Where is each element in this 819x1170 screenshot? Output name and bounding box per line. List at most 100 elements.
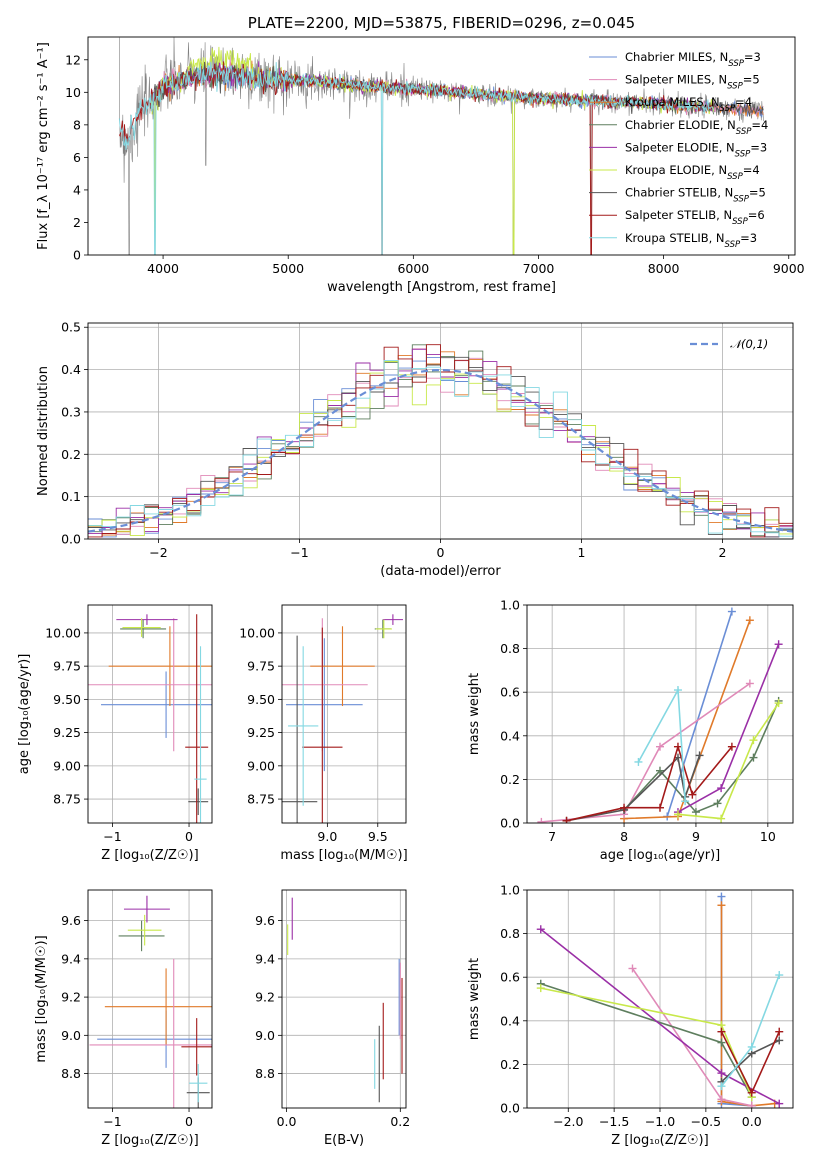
plot-area (536, 892, 784, 1108)
y-tick-label: 0.1 (61, 489, 81, 504)
plot-area (282, 614, 403, 823)
y-tick-label: 10.00 (45, 625, 81, 640)
legend-label-3: Kroupa MILES, NSSP=4 (625, 95, 752, 114)
errorbar-point-9 (189, 1064, 208, 1103)
weight-series-9 (720, 974, 780, 1087)
legend-label-8: Salpeter STELIB, NSSP=6 (625, 208, 765, 227)
errorbar-point-6 (127, 914, 162, 946)
axes-frame (526, 604, 794, 824)
x-tick-label: 9.0 (317, 829, 337, 844)
y-tick-label: 0.6 (500, 685, 520, 700)
weight-vs-metallicity-panel: −2.0 −1.5 −1.0 −0.5 0.0 0.0 0.2 0.4 0.6 0.8 1.0 Z [… (467, 883, 794, 1148)
weight-marker (717, 1027, 726, 1036)
plot-area (89, 895, 212, 1108)
y-axis-label: mass [log₁₀(M/M☉)] (34, 935, 49, 1062)
y-tick-label: 0.4 (500, 728, 520, 743)
x-tick-label: 8000 (648, 261, 680, 276)
age-vs-mass-panel: 9.0 9.5 8.75 9.00 9.25 9.50 9.75 10.00 mass [log… (239, 604, 408, 863)
x-tick-label: 0.0 (277, 1114, 297, 1129)
x-axis-label: (data-model)/error (380, 564, 501, 579)
histogram-9 (88, 359, 793, 537)
y-tick-label: 10 (65, 85, 81, 100)
y-tick-label: 9.00 (53, 758, 81, 773)
errorbar-point-1 (101, 671, 212, 738)
weight-marker (628, 964, 637, 973)
weight-marker (717, 901, 726, 910)
y-tick-label: 9.4 (255, 951, 275, 966)
weight-marker (717, 1038, 726, 1047)
x-tick-label: 2 (719, 545, 727, 560)
y-tick-label: 1.0 (500, 598, 520, 613)
x-axis-label: wavelength [Angstrom, rest frame] (327, 280, 556, 295)
plot-area (537, 607, 783, 823)
y-tick-label: 8.75 (53, 792, 81, 807)
y-axis-label: Flux [f_λ 10⁻¹⁷ erg cm⁻² s⁻¹ A⁻¹] (36, 42, 51, 250)
y-tick-label: 8 (73, 117, 81, 132)
weight-marker (717, 1069, 726, 1078)
weight-marker (775, 1099, 784, 1108)
y-tick-label: 9.6 (255, 913, 275, 928)
weight-marker (673, 686, 682, 695)
errorbar-point-2 (104, 968, 212, 1045)
y-tick-label: 0.5 (61, 320, 81, 335)
x-tick-label: −2 (149, 545, 167, 560)
errorbar-point-4 (120, 619, 167, 639)
plot-area (88, 614, 212, 823)
y-tick-label: 0 (73, 248, 81, 263)
weight-series-3 (631, 968, 752, 1107)
weight-series-5 (677, 643, 780, 813)
weight-marker (536, 925, 545, 934)
x-axis-label: Z [log₁₀(Z/Z☉)] (101, 1133, 198, 1148)
weight-marker (656, 766, 664, 775)
weight-marker (747, 1088, 756, 1097)
spectrum-legend: Chabrier MILES, NSSP=3 Salpeter MILES, NS… (589, 50, 768, 250)
y-tick-label: 12 (65, 52, 81, 67)
axes-frame (281, 889, 407, 1109)
y-tick-label: 9.50 (53, 692, 81, 707)
errorbar-point-2 (108, 626, 212, 707)
x-tick-label: 9000 (773, 261, 805, 276)
errorbar-point-9 (194, 646, 207, 823)
errorbar-point-8 (185, 614, 209, 823)
errorbar-point-1 (286, 638, 363, 772)
weight-series-1 (720, 896, 752, 1107)
errorbar-point-7 (282, 635, 318, 823)
weight-marker (747, 1101, 756, 1108)
y-tick-label: 4 (73, 182, 81, 197)
weight-series-2 (720, 905, 775, 1107)
x-tick-label: −0.5 (691, 1114, 721, 1129)
y-tick-label: 0.2 (500, 1057, 520, 1072)
axes-frame (281, 604, 407, 824)
mass-vs-extinction-panel: 0.0 0.2 8.8 9.0 9.2 9.4 9.6 E(B-V) (255, 889, 410, 1148)
weight-marker (537, 817, 546, 823)
legend-label-2: Salpeter MILES, NSSP=5 (625, 73, 760, 92)
x-tick-label: 7 (548, 829, 556, 844)
y-tick-label: 10.00 (239, 625, 275, 640)
y-tick-label: 0.3 (61, 404, 81, 419)
weight-marker (717, 1095, 726, 1104)
errorbar-point-8 (302, 627, 343, 823)
weight-marker (747, 1042, 756, 1051)
y-tick-label: 0.4 (61, 362, 81, 377)
spectrum-panel: 4000 5000 6000 7000 8000 9000 0 2 4 6 8 10 12 wavelen… (36, 14, 805, 295)
y-tick-label: 9.2 (61, 990, 81, 1005)
y-tick-label: 9.25 (53, 725, 81, 740)
y-axis-label: mass weight (467, 673, 482, 755)
y-tick-label: 0.4 (500, 1013, 520, 1028)
y-tick-label: 9.75 (247, 659, 275, 674)
x-tick-label: 0.2 (390, 1114, 410, 1129)
errorbar-point-2 (310, 626, 375, 707)
weight-marker (713, 799, 722, 808)
x-tick-label: −1.0 (645, 1114, 675, 1129)
errorbar-point-5 (116, 614, 178, 625)
legend-label-9: Kroupa STELIB, NSSP=3 (625, 231, 757, 250)
axes-frame (87, 36, 796, 256)
weight-marker (727, 607, 736, 616)
x-tick-label: 0 (185, 829, 193, 844)
weight-marker (562, 816, 571, 823)
residual-histogram-panel: −2 −1 0 1 2 0.0 0.1 0.2 0.3 0.4 0.5 (data-model)/er… (36, 320, 794, 579)
weight-marker (727, 742, 736, 751)
age-vs-metallicity-panel: −1 0 8.75 9.00 9.25 9.50 9.75 10.00 Z [log₁₀(Z/Z… (17, 604, 213, 863)
errorbar-point-3 (88, 618, 212, 752)
errorbar-point-8 (181, 1018, 212, 1076)
